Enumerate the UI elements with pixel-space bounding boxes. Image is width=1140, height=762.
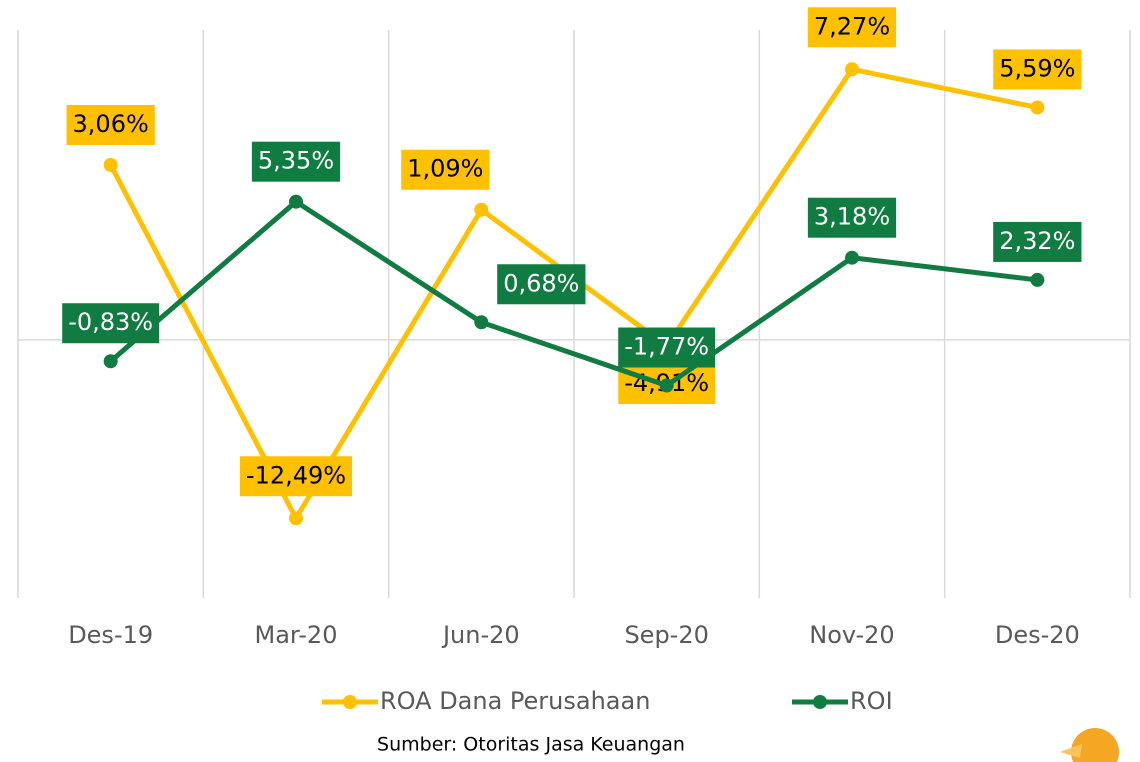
data-label: 3,18% <box>807 197 897 238</box>
data-label: 3,06% <box>66 104 155 145</box>
data-label: 5,59% <box>993 49 1082 90</box>
data-label-text: 2,32% <box>999 227 1075 255</box>
data-label-text: 0,68% <box>503 269 579 297</box>
marker <box>103 354 118 369</box>
marker <box>1030 272 1045 287</box>
data-label: 2,32% <box>993 221 1082 262</box>
data-label-text: 3,18% <box>814 203 890 231</box>
data-label-text: 7,27% <box>814 12 890 40</box>
data-label-text: -0,83% <box>68 308 153 336</box>
label-box <box>401 149 490 190</box>
data-label-text: 1,09% <box>407 155 483 183</box>
data-label-text: 3,06% <box>73 110 149 138</box>
data-label: 5,35% <box>251 141 341 182</box>
x-tick-label: Mar-20 <box>255 621 338 649</box>
label-box <box>807 7 897 48</box>
legend-label: ROA Dana Perusahaan <box>380 687 650 715</box>
label-box <box>239 456 353 497</box>
marker <box>1030 100 1045 115</box>
data-label: 0,68% <box>497 264 586 305</box>
data-label: 7,27% <box>807 7 897 48</box>
data-label: -1,77% <box>618 327 716 368</box>
marker <box>845 250 859 265</box>
marker <box>474 315 489 330</box>
marker <box>474 202 489 217</box>
marker <box>289 194 303 209</box>
legend-marker <box>813 695 827 709</box>
marker <box>845 62 859 77</box>
label-box <box>993 49 1082 90</box>
marker <box>659 378 674 393</box>
data-label: -0,83% <box>62 303 160 344</box>
x-tick-label: Jun-20 <box>441 621 520 649</box>
logo <box>1060 728 1119 762</box>
x-tick-label: Nov-20 <box>809 621 894 649</box>
x-tick-label: Des-20 <box>995 621 1080 649</box>
legend-label: ROI <box>850 687 893 715</box>
x-tick-label: Sep-20 <box>624 621 708 649</box>
x-tick-label: Des-19 <box>68 621 153 649</box>
marker <box>103 157 118 172</box>
label-box <box>497 264 586 305</box>
source: Sumber: Otoritas Jasa Keuangan <box>377 734 685 756</box>
data-label: -12,49% <box>239 456 353 497</box>
data-label-text: -12,49% <box>246 461 346 489</box>
legend-marker <box>343 695 357 709</box>
label-box <box>618 327 716 368</box>
label-box <box>66 104 155 145</box>
label-box <box>993 221 1082 262</box>
label-box <box>62 303 160 344</box>
data-label-text: 5,35% <box>258 147 334 175</box>
data-label: 1,09% <box>401 149 490 190</box>
marker <box>289 511 303 526</box>
data-label-text: 5,59% <box>999 54 1075 82</box>
series-line <box>109 199 1038 389</box>
label-box <box>251 141 341 182</box>
data-label-text: -1,77% <box>624 333 709 361</box>
label-box <box>807 197 897 238</box>
